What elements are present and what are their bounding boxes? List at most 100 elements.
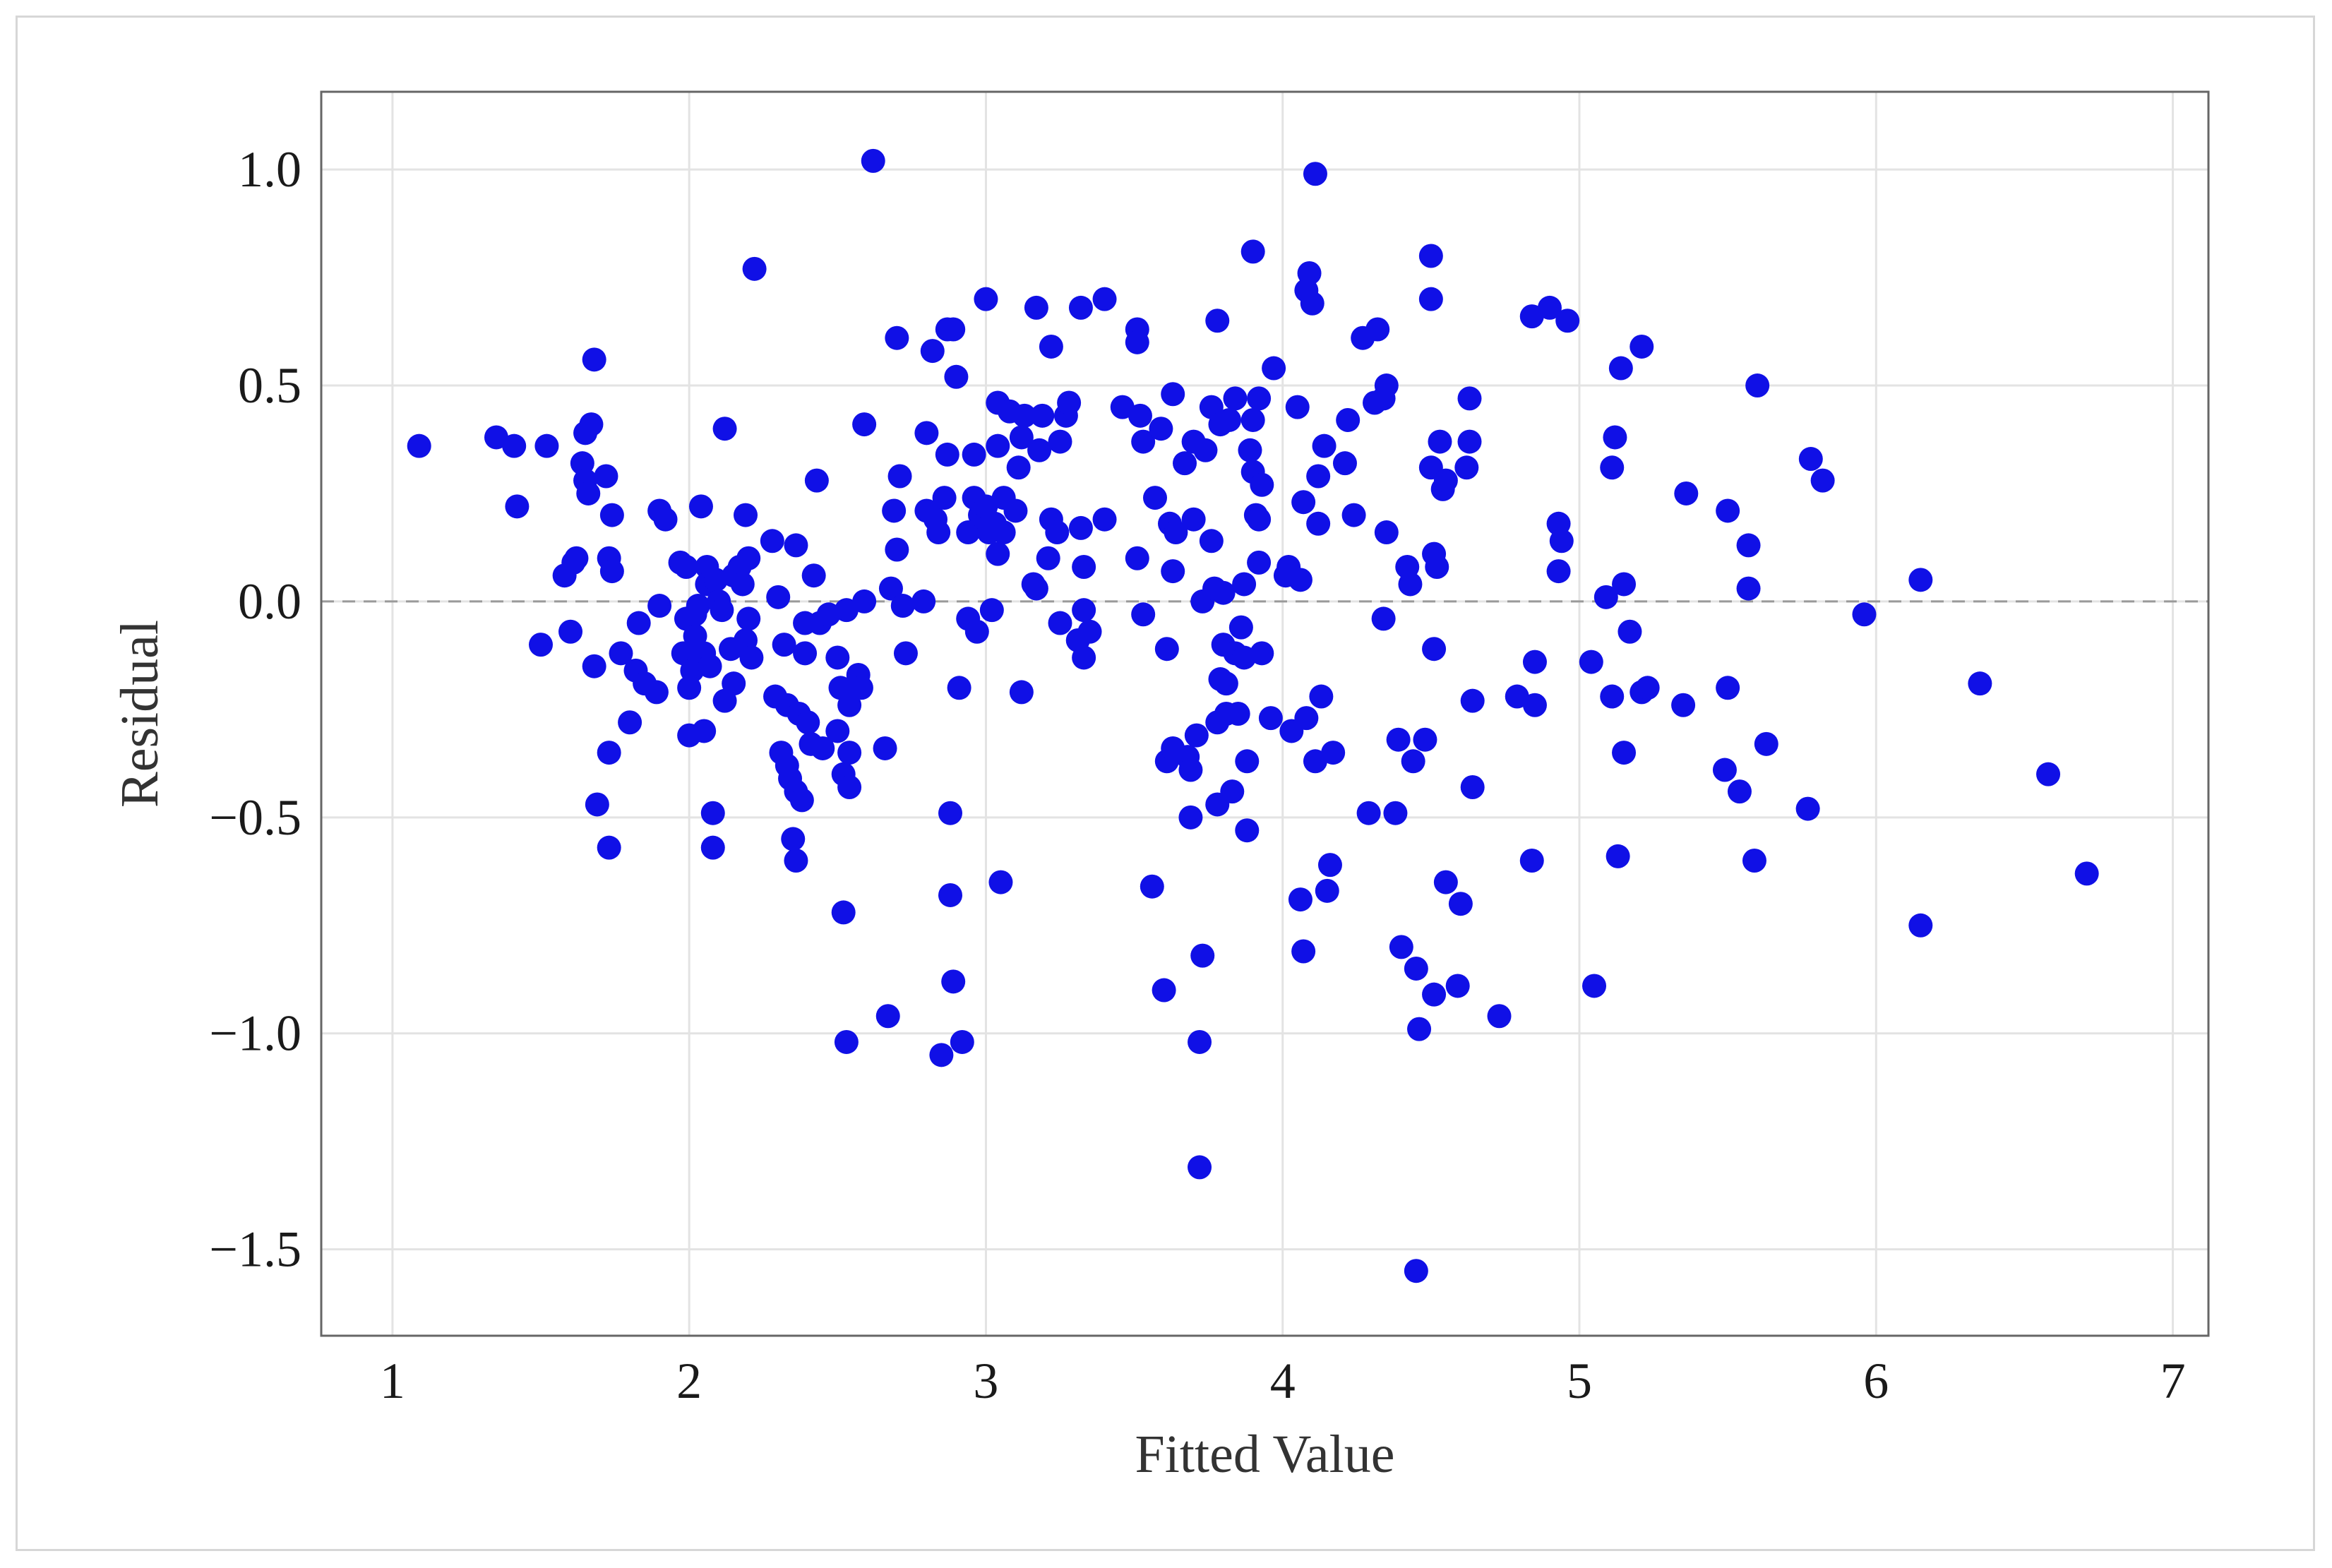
data-point (1635, 676, 1660, 700)
data-point (831, 900, 856, 925)
data-point (1457, 429, 1482, 454)
data-point (861, 148, 885, 173)
data-point (1072, 554, 1096, 579)
data-point (1152, 978, 1176, 1003)
data-point (1125, 546, 1149, 570)
data-point (1024, 295, 1048, 320)
data-point (502, 433, 527, 458)
data-point (1306, 464, 1331, 489)
data-point (878, 576, 903, 601)
data-point (789, 788, 814, 813)
x-axis-title: Fitted Value (1135, 1425, 1394, 1484)
data-point (1072, 598, 1096, 623)
data-point (1226, 702, 1250, 726)
data-point (582, 347, 606, 372)
data-point (1341, 503, 1366, 527)
plot-border (320, 90, 2210, 1337)
data-point (1736, 576, 1761, 601)
data-point (736, 546, 761, 570)
data-point (1003, 498, 1028, 523)
data-point (1606, 844, 1630, 868)
data-point (1300, 291, 1325, 316)
data-point (1217, 407, 1242, 432)
data-point (1250, 641, 1274, 666)
data-point (1519, 849, 1544, 873)
data-point (1454, 455, 1479, 480)
data-point (1457, 386, 1482, 411)
data-point (1247, 386, 1272, 411)
data-point (1235, 818, 1260, 843)
data-point (947, 676, 971, 700)
data-point (1336, 407, 1361, 432)
data-point (926, 520, 951, 545)
data-point (1404, 956, 1428, 981)
data-point (1291, 939, 1316, 964)
data-point (1612, 572, 1637, 597)
data-point (736, 606, 761, 631)
data-point (956, 520, 981, 545)
data-point (1247, 550, 1272, 575)
data-point (1674, 481, 1699, 505)
data-point (1374, 520, 1399, 545)
data-point (1487, 1004, 1512, 1029)
data-point (1555, 309, 1580, 333)
data-point (825, 645, 850, 670)
data-point (582, 654, 606, 678)
data-point (1009, 680, 1034, 705)
data-point (887, 464, 912, 489)
data-point (964, 619, 989, 644)
data-point (935, 442, 959, 467)
data-point (1092, 507, 1117, 532)
data-point (597, 741, 621, 765)
data-point (1422, 637, 1447, 662)
data-point (1131, 602, 1156, 627)
data-point (1288, 568, 1313, 592)
data-point (686, 594, 710, 618)
data-point (1012, 403, 1037, 428)
x-tick-label: 2 (676, 1353, 702, 1409)
data-point (2036, 762, 2061, 786)
data-point (1048, 429, 1072, 454)
data-point (1413, 727, 1437, 752)
x-tick-label: 1 (380, 1353, 405, 1409)
data-point (1110, 395, 1135, 419)
data-point (986, 433, 1010, 458)
data-point (484, 425, 508, 450)
data-point (698, 654, 722, 678)
data-point (911, 589, 936, 614)
data-point (1549, 529, 1574, 553)
data-point (609, 641, 633, 666)
data-point (1258, 706, 1283, 731)
data-point (1852, 602, 1877, 627)
data-point (834, 1029, 859, 1054)
data-point (1181, 507, 1206, 532)
y-axis-title: Residual (110, 620, 169, 808)
data-point (1537, 295, 1562, 320)
data-point (739, 645, 764, 670)
data-point (1306, 511, 1331, 536)
data-point (1428, 429, 1452, 454)
data-point (1374, 373, 1399, 398)
data-point (1404, 1259, 1428, 1283)
data-point (1250, 472, 1274, 497)
data-point (700, 801, 725, 825)
data-point (1600, 455, 1625, 480)
data-point (1030, 403, 1055, 428)
data-point (873, 736, 897, 760)
data-point (688, 494, 713, 519)
data-point (796, 710, 820, 735)
data-point (920, 339, 945, 364)
data-point (766, 585, 791, 609)
data-point (784, 533, 808, 558)
data-point (1505, 684, 1529, 709)
data-point (852, 589, 877, 614)
data-point (712, 417, 737, 441)
data-point (938, 882, 962, 907)
data-point (1398, 572, 1423, 597)
data-point (1795, 796, 1820, 821)
data-point (772, 633, 796, 657)
data-point (674, 554, 698, 579)
data-point (1389, 935, 1413, 959)
data-point (1057, 390, 1082, 415)
data-point (986, 541, 1010, 566)
